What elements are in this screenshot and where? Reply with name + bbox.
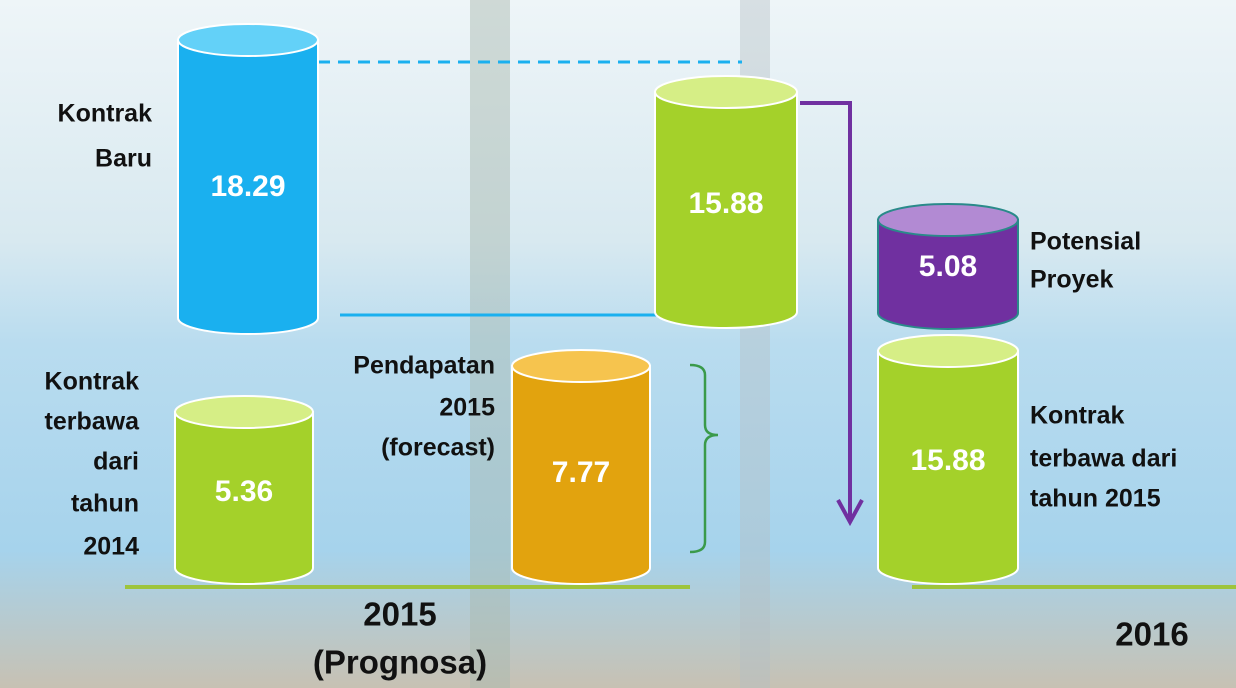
cylinder-body — [511, 365, 651, 585]
cylinder: 15.88 — [877, 334, 1019, 585]
label: 2015 — [439, 394, 495, 422]
label: Kontrak — [45, 368, 140, 396]
cylinder-top — [877, 203, 1019, 237]
cylinder-top — [174, 395, 314, 429]
cylinder: 18.29 — [177, 23, 319, 335]
cylinder-top — [511, 349, 651, 383]
label: Pendapatan — [353, 352, 495, 380]
cylinder-top — [177, 23, 319, 57]
label: Proyek — [1030, 266, 1113, 294]
label: tahun 2015 — [1030, 485, 1161, 513]
cylinder-top — [654, 75, 798, 109]
cylinder-body — [177, 39, 319, 335]
cylinder-top — [877, 334, 1019, 368]
label: tahun — [71, 490, 139, 518]
cylinder: 5.08 — [877, 203, 1019, 330]
label: terbawa — [45, 408, 141, 436]
label: (Prognosa) — [313, 644, 487, 681]
cylinder: 15.88 — [654, 75, 798, 329]
arrow-head — [836, 499, 864, 527]
cylinder-body — [877, 350, 1019, 585]
label: Kontrak — [1030, 402, 1125, 430]
cylinder-body — [654, 91, 798, 329]
cylinder-value: 5.08 — [919, 250, 977, 283]
label: dari — [93, 448, 139, 476]
cylinder-body — [877, 219, 1019, 330]
arrow — [800, 101, 852, 518]
cylinder-value: 15.88 — [910, 444, 985, 477]
label: terbawa dari — [1030, 445, 1177, 473]
cylinder-value: 15.88 — [688, 187, 763, 220]
cylinder-value: 7.77 — [552, 456, 610, 489]
label: 2014 — [83, 533, 139, 561]
bracket — [689, 363, 719, 554]
cylinder: 7.77 — [511, 349, 651, 585]
cylinder-value: 18.29 — [210, 170, 285, 203]
cylinder-body — [174, 411, 314, 585]
background-mast — [470, 0, 510, 688]
label: (forecast) — [381, 434, 495, 462]
cylinder-value: 5.36 — [215, 475, 273, 508]
label: 2015 — [363, 596, 436, 633]
label: Baru — [95, 145, 152, 173]
label: Potensial — [1030, 228, 1141, 256]
label: Kontrak — [58, 100, 153, 128]
cylinder: 5.36 — [174, 395, 314, 585]
year-label: 2016 — [1115, 616, 1188, 653]
